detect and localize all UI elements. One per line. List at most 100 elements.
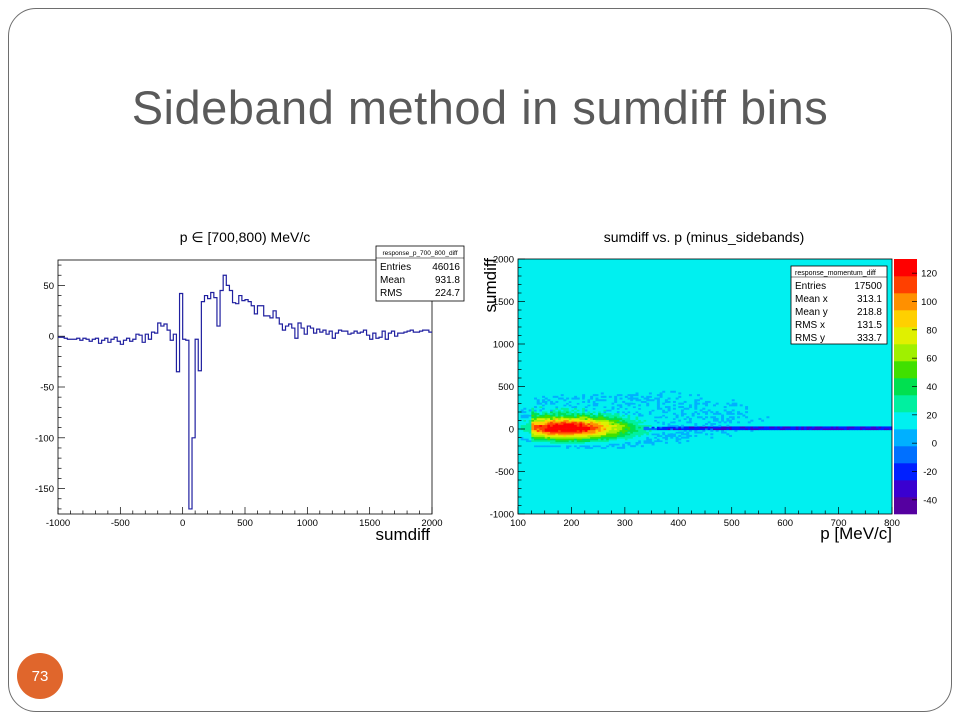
heatmap-cell — [590, 419, 594, 422]
heatmap-cell — [635, 423, 639, 426]
heatmap-cell — [651, 441, 655, 444]
heatmap-cell — [801, 428, 805, 431]
heatmap-cell — [656, 428, 660, 431]
heatmap-cell — [646, 440, 650, 443]
heatmap-cell — [555, 431, 559, 434]
heatmap-cell — [622, 445, 626, 448]
heatmap-cell — [777, 428, 781, 431]
heatmap-cell — [606, 417, 610, 420]
heatmap-cell — [659, 438, 663, 441]
heatmap-cell — [632, 416, 636, 419]
heatmap-cell — [592, 406, 596, 409]
histogram-stats-value: 931.8 — [435, 275, 460, 286]
heatmap-cell — [643, 414, 647, 417]
heatmap-cell — [544, 407, 548, 410]
heatmap-cell — [806, 428, 810, 431]
heatmap-cell — [574, 397, 578, 400]
heatmap-cell — [643, 424, 647, 427]
heatmap-cell — [552, 404, 556, 407]
heatmap-cell — [539, 438, 543, 441]
heatmap-cell — [603, 409, 607, 412]
heatmap-cell — [611, 409, 615, 412]
heatmap-cell — [582, 429, 586, 432]
heatmap-cell — [686, 426, 690, 429]
heatmap-cell — [627, 402, 631, 405]
heatmap-cell — [547, 409, 551, 412]
heatmap-cell — [664, 426, 668, 429]
heatmap-cell — [638, 416, 642, 419]
heatmap-cell — [630, 417, 634, 420]
heatmap-cell — [654, 414, 658, 417]
heatmap-cell — [587, 412, 591, 415]
heatmap-cell — [640, 395, 644, 398]
heatmap-cell — [672, 424, 676, 427]
heatmap-cell — [579, 431, 583, 434]
heatmap-cell — [643, 397, 647, 400]
heatmap-cell — [606, 404, 610, 407]
heatmap-cell — [683, 411, 687, 414]
heatmap-cell — [566, 407, 570, 410]
heatmap-cell — [598, 412, 602, 415]
heatmap-cell — [542, 409, 546, 412]
heatmap-cell — [624, 419, 628, 422]
heatmap-cell — [632, 402, 636, 405]
heatmap-cell — [568, 412, 572, 415]
heatmap-cell — [547, 424, 551, 427]
heatmap-stats-label: Mean y — [795, 307, 828, 318]
heatmap-cell — [632, 433, 636, 436]
heatmap-cell — [622, 428, 626, 431]
heatmap-cell — [571, 402, 575, 405]
heatmap-cell — [686, 436, 690, 439]
heatmap-cell — [630, 428, 634, 431]
heatmap-cell — [582, 406, 586, 409]
heatmap-cell — [710, 433, 714, 436]
heatmap-cell — [558, 402, 562, 405]
heatmap-cell — [603, 421, 607, 424]
heatmap-cell — [662, 411, 666, 414]
heatmap-cell — [739, 428, 743, 431]
heatmap-cell — [705, 400, 708, 403]
heatmap-cell — [595, 423, 599, 426]
heatmap-cell — [563, 443, 567, 446]
heatmap-cell — [563, 417, 567, 420]
heatmap-stats-label: RMS y — [795, 333, 825, 344]
heatmap-cell — [579, 436, 583, 439]
heatmap-cell — [680, 436, 684, 439]
heatmap-cell — [729, 416, 733, 419]
heatmap-cell — [705, 416, 708, 419]
heatmap-cell — [582, 417, 586, 420]
heatmap-cell — [552, 409, 556, 412]
heatmap-cell — [542, 428, 546, 431]
heatmap-cell — [547, 433, 551, 436]
heatmap-cell — [635, 438, 639, 441]
heatmap-cell — [574, 424, 578, 427]
heatmap-cell — [616, 412, 620, 415]
heatmap-cell — [635, 416, 639, 419]
heatmap-cell — [544, 406, 548, 409]
heatmap-cell — [627, 433, 631, 436]
heatmap-cell — [600, 438, 604, 441]
heatmap-cell — [560, 400, 564, 403]
heatmap-cell — [582, 400, 586, 403]
heatmap-cell — [622, 446, 626, 449]
heatmap-cell — [544, 441, 548, 444]
heatmap-cell — [803, 426, 807, 429]
heatmap-cell — [875, 426, 879, 429]
heatmap-cell — [806, 426, 810, 429]
heatmap-cell — [584, 436, 588, 439]
heatmap-cell — [587, 414, 591, 417]
heatmap-cell — [528, 417, 532, 420]
heatmap-cell — [656, 412, 660, 415]
heatmap-cell — [843, 428, 847, 431]
heatmap-cell — [544, 436, 548, 439]
heatmap-cell — [558, 433, 562, 436]
heatmap-cell — [688, 406, 692, 409]
heatmap-cell — [563, 431, 567, 434]
heatmap-cell — [883, 428, 887, 431]
heatmap-cell — [560, 445, 564, 448]
heatmap-cell — [646, 433, 650, 436]
heatmap-cell — [595, 431, 599, 434]
heatmap-cell — [640, 440, 644, 443]
heatmap-cell — [870, 426, 874, 429]
